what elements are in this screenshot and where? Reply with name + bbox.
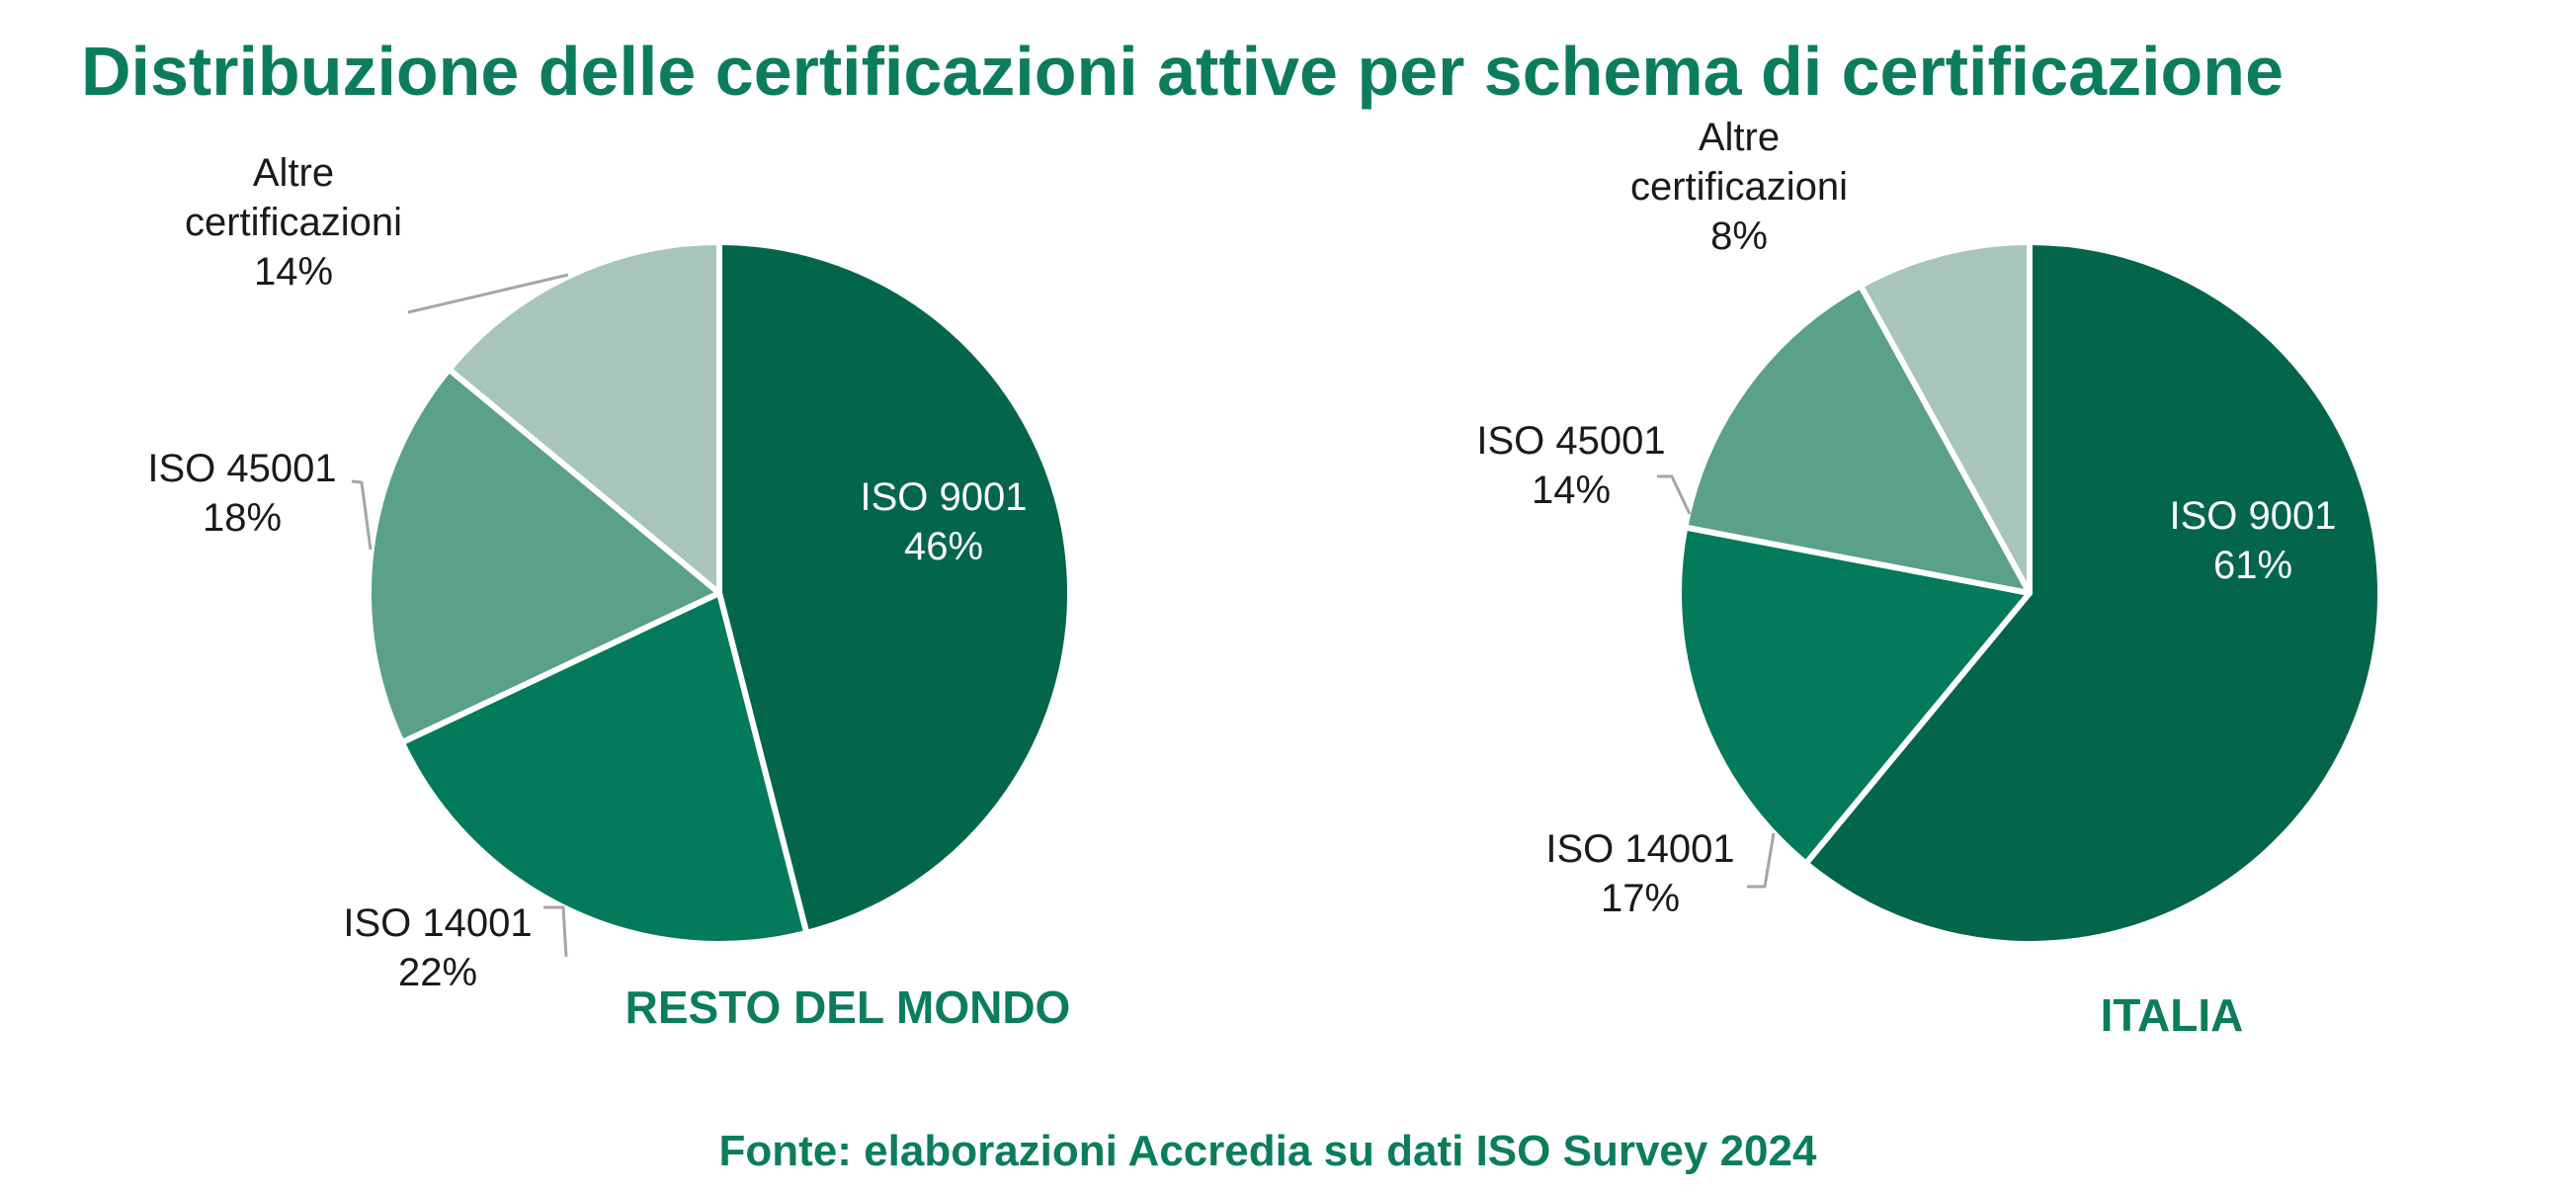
panel-label-resto-del-mondo: RESTO DEL MONDO [625, 981, 1071, 1033]
slice-label-iso-9001-resto-del-mondo: ISO 9001 46% [860, 475, 1027, 568]
leader-line-iso-45001-italia [1657, 474, 1692, 515]
slice-label-iso-14001-italia: ISO 14001 17% [1545, 827, 1734, 920]
slice-label-iso-45001-italia: ISO 45001 14% [1476, 419, 1665, 512]
pie-slice-iso-14001-italia [1676, 524, 2033, 867]
leader-line-iso-45001-resto-del-mondo [351, 479, 373, 551]
slice-label-altre-certificazioni-resto-del-mondo: Altre certificazioni 14% [185, 151, 402, 294]
chart-title: Distribuzione delle certificazioni attiv… [81, 33, 2284, 110]
panel-label-italia: ITALIA [2101, 989, 2244, 1041]
pie-slice-iso-14001-resto-del-mondo [398, 590, 810, 947]
pie-slice-iso-9001-italia [1802, 239, 2383, 947]
slice-label-iso-45001-resto-del-mondo: ISO 45001 18% [147, 447, 336, 540]
slice-label-iso-14001-resto-del-mondo: ISO 14001 22% [343, 901, 532, 994]
leader-line-altre-certificazioni-resto-del-mondo [407, 273, 569, 314]
slice-label-iso-9001-italia: ISO 9001 61% [2169, 494, 2336, 587]
pie-slice-iso-45001-italia [1682, 282, 2033, 596]
source-note: Fonte: elaborazioni Accredia su dati ISO… [719, 1127, 1817, 1175]
pie-resto-del-mondo: ISO 9001 46% ISO 14001 22% ISO 45001 18% Altre… [147, 151, 1074, 994]
pie-slice-iso-9001-resto-del-mondo [716, 239, 1074, 936]
leader-line-iso-14001-resto-del-mondo [543, 905, 568, 958]
leader-line-iso-14001-italia [1747, 832, 1776, 889]
pie-slice-altre-certificazioni-resto-del-mondo [446, 239, 722, 596]
slice-label-altre-certificazioni-italia: Altre certificazioni 8% [1630, 116, 1848, 258]
pie-slice-altre-certificazioni-italia [1857, 239, 2033, 596]
pie-italia: ISO 9001 61% ISO 14001 17% ISO 45001 14% Altre… [1476, 116, 2383, 947]
